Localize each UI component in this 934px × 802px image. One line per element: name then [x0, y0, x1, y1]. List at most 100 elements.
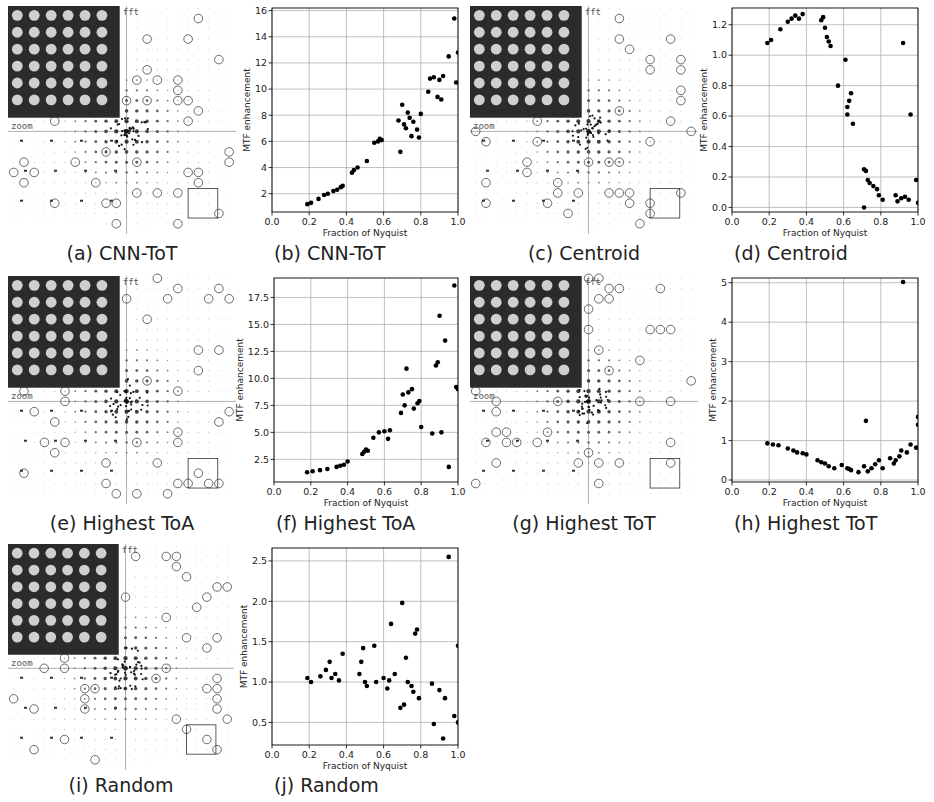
fft-dot — [198, 401, 199, 402]
fft-dot — [619, 69, 620, 70]
fft-dot — [188, 339, 189, 340]
fft-dot — [546, 130, 548, 132]
image-dot — [542, 365, 553, 376]
fft-center — [585, 395, 587, 397]
zoom-mark — [80, 200, 83, 202]
fft-dot — [146, 99, 149, 102]
fft-dot — [44, 192, 45, 193]
fft-dot — [157, 452, 158, 453]
fft-dot — [691, 49, 692, 50]
fft-center — [121, 144, 123, 146]
fft-dot — [618, 390, 621, 393]
fft-dot — [670, 192, 671, 193]
fft-center — [577, 136, 579, 138]
fft-dot — [586, 119, 590, 123]
fft-box — [650, 188, 680, 218]
fft-dot — [629, 18, 630, 19]
fft-dot — [94, 120, 97, 123]
fft-center — [132, 144, 134, 146]
fft-dot — [115, 431, 118, 434]
fft-dot — [135, 379, 138, 382]
fft-dot — [547, 223, 548, 224]
fft-center — [127, 378, 129, 380]
fft-dot — [65, 203, 66, 204]
fft-dot — [597, 140, 601, 144]
fft-dot — [188, 360, 189, 361]
fft-dot — [229, 309, 230, 310]
fft-dot — [639, 192, 640, 193]
fft-center — [608, 129, 610, 131]
fft-dot — [598, 462, 599, 463]
fft-center — [116, 408, 118, 410]
fft-dot — [218, 493, 219, 494]
fft-dot — [607, 389, 610, 392]
fft-peak-circle — [666, 459, 675, 468]
fft-dot — [198, 370, 199, 371]
image-dot — [542, 27, 553, 38]
fft-dot — [177, 100, 178, 101]
image-dot — [474, 348, 485, 359]
image-dot — [491, 280, 502, 291]
fft-center — [124, 391, 126, 393]
fft-dot — [95, 192, 96, 193]
fft-dot — [188, 100, 189, 101]
image-dot — [46, 78, 57, 89]
fft-dot — [13, 162, 14, 163]
fft-dot — [229, 360, 230, 361]
fft-axis — [470, 131, 698, 132]
fft-dot — [85, 161, 87, 163]
fft-dot — [136, 89, 138, 91]
fft-dot — [64, 401, 65, 402]
fft-peak-circle — [133, 489, 142, 498]
image-dot — [12, 314, 23, 325]
fft-peak-circle — [584, 325, 593, 334]
fft-dot — [628, 130, 630, 132]
fft-dot — [680, 203, 681, 204]
fft-dot — [65, 223, 66, 224]
fft-dot — [177, 28, 178, 29]
fft-dot — [147, 483, 148, 484]
fft-dot — [680, 473, 681, 474]
fft-dot — [496, 452, 497, 453]
fft-dot — [23, 411, 24, 412]
fft-dot — [670, 493, 671, 494]
fft-dot — [177, 390, 179, 392]
fft-dot — [639, 462, 640, 463]
fft-center — [587, 130, 589, 132]
fft-dot — [177, 120, 179, 122]
fft-dot — [188, 162, 189, 163]
fft-center — [588, 397, 590, 399]
fft-dot — [54, 141, 55, 142]
fft-center — [116, 391, 118, 393]
fft-dot — [13, 131, 14, 132]
fft-dot — [537, 203, 538, 204]
fft-dot — [650, 278, 651, 279]
fft-dot — [680, 151, 681, 152]
fft-dot — [609, 203, 610, 204]
zoom-mark — [24, 440, 27, 442]
fft-dot — [588, 462, 589, 463]
image-dot — [63, 61, 74, 72]
fft-center — [127, 117, 129, 119]
zoom-label: zoom — [473, 391, 495, 401]
image-region — [470, 6, 582, 118]
fft-dot — [115, 182, 117, 184]
fft-dot — [568, 203, 569, 204]
fft-dot — [537, 172, 538, 173]
fft-dot — [670, 391, 671, 392]
fft-dot — [188, 432, 189, 433]
fft-dot — [475, 131, 476, 132]
fft-dot — [691, 80, 692, 81]
fft-peak-circle — [194, 469, 203, 478]
fft-dot — [598, 18, 599, 19]
fft-dot — [145, 140, 148, 143]
fft-dot — [566, 130, 570, 134]
fft-dot — [475, 172, 476, 173]
fft-dot — [597, 420, 600, 423]
fft-dot — [167, 431, 169, 433]
fft-dot — [54, 432, 55, 433]
fft-center — [587, 130, 589, 132]
fft-peak-circle — [102, 459, 111, 468]
fft-dot — [146, 349, 148, 351]
fft-dot — [136, 18, 137, 19]
